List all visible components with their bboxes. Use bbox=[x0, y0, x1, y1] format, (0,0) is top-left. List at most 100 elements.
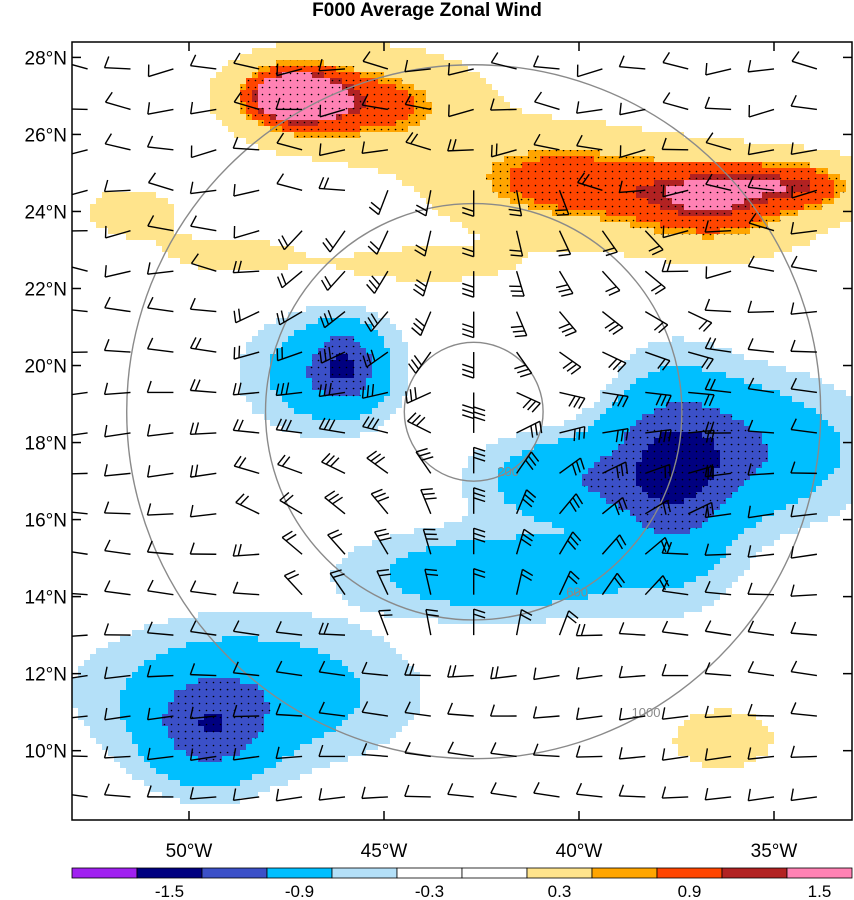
colorbar-label: 1.5 bbox=[808, 882, 832, 900]
wind-barb bbox=[704, 705, 732, 719]
colorbar-label: 0.9 bbox=[678, 882, 702, 900]
range-rings: 200 600 1000 bbox=[126, 64, 822, 760]
wind-barb bbox=[425, 608, 439, 636]
wind-barb bbox=[370, 488, 390, 515]
wind-barb bbox=[146, 540, 174, 555]
wind-barb bbox=[319, 104, 346, 118]
wind-barb bbox=[104, 91, 131, 111]
wind-barb bbox=[72, 432, 88, 436]
wind-barb bbox=[618, 55, 646, 70]
wind-barb bbox=[601, 496, 628, 516]
colorbar-swatch bbox=[396, 867, 463, 879]
wind-barb bbox=[279, 492, 303, 515]
wind-barb bbox=[103, 464, 131, 477]
wind-barb bbox=[189, 663, 217, 677]
wind-barb bbox=[147, 579, 174, 596]
wind-barb bbox=[232, 704, 260, 718]
wind-barb bbox=[473, 527, 486, 555]
wind-barb bbox=[146, 465, 174, 478]
y-tick-label: 14°N bbox=[25, 588, 67, 609]
wind-barb bbox=[747, 338, 775, 353]
wind-barb bbox=[533, 782, 560, 798]
y-tick-label: 16°N bbox=[25, 511, 67, 532]
wind-barb bbox=[790, 418, 817, 434]
wind-barb bbox=[747, 545, 775, 558]
wind-barb bbox=[367, 230, 389, 255]
wind-barb bbox=[361, 661, 388, 677]
wind-barb bbox=[575, 745, 603, 758]
wind-barb bbox=[147, 215, 174, 232]
wind-barb bbox=[619, 102, 646, 116]
wind-barb bbox=[146, 424, 174, 437]
wind-barb bbox=[747, 377, 775, 394]
wind-barb bbox=[233, 226, 260, 239]
y-tick-label: 18°N bbox=[25, 434, 67, 455]
wind-barb bbox=[232, 260, 260, 274]
wind-barb bbox=[103, 783, 131, 798]
wind-barb bbox=[189, 101, 217, 115]
wind-barb bbox=[283, 569, 303, 596]
wind-barb bbox=[447, 702, 474, 717]
colorbar-label: -0.3 bbox=[415, 882, 444, 900]
wind-barb bbox=[704, 464, 732, 478]
wind-barb bbox=[747, 747, 775, 760]
wind-barb bbox=[790, 142, 818, 156]
wind-barb bbox=[790, 94, 817, 111]
wind-barb bbox=[645, 351, 671, 371]
wind-barb bbox=[575, 101, 603, 114]
wind-barb bbox=[490, 143, 517, 158]
wind-barb bbox=[72, 472, 88, 475]
wind-barb bbox=[575, 707, 603, 721]
wind-barb bbox=[104, 265, 131, 278]
wind-barb bbox=[275, 746, 303, 760]
y-tick-label: 26°N bbox=[25, 125, 67, 146]
wind-barb bbox=[645, 463, 671, 479]
wind-barb bbox=[233, 184, 260, 197]
wind-barb bbox=[704, 580, 732, 596]
wind-barb bbox=[72, 634, 88, 637]
wind-barb bbox=[404, 59, 431, 73]
wind-barb bbox=[413, 270, 432, 297]
wind-barb bbox=[189, 748, 217, 762]
wind-barb bbox=[146, 135, 174, 151]
wind-barb bbox=[190, 215, 217, 232]
x-tick-label: 40°W bbox=[556, 841, 603, 862]
colorbar: -1.5 -0.9 -0.3 0.3 0.9 1.5 bbox=[71, 867, 853, 900]
wind-barb bbox=[147, 172, 174, 191]
wind-barb bbox=[747, 419, 775, 434]
wind-barb bbox=[790, 584, 817, 597]
wind-barb bbox=[189, 580, 217, 596]
wind-barb bbox=[704, 96, 732, 111]
wind-barb bbox=[103, 56, 131, 70]
wind-barb bbox=[554, 190, 570, 216]
wind-barb bbox=[404, 784, 431, 798]
wind-barb bbox=[447, 741, 474, 758]
wind-barb bbox=[555, 270, 574, 297]
wind-barb bbox=[422, 528, 439, 555]
stippling-layer bbox=[162, 60, 847, 763]
wind-barb bbox=[790, 222, 817, 235]
wind-barb bbox=[318, 417, 346, 434]
wind-barb bbox=[366, 450, 389, 474]
wind-barb bbox=[532, 743, 560, 758]
wind-barb bbox=[233, 91, 260, 111]
wind-barb bbox=[276, 347, 303, 362]
wind-barb bbox=[462, 190, 475, 217]
wind-barb bbox=[233, 308, 260, 324]
wind-barb bbox=[558, 570, 580, 595]
wind-barb bbox=[189, 54, 217, 70]
wind-barb bbox=[447, 665, 474, 678]
wind-barb bbox=[232, 543, 260, 557]
wind-barb bbox=[704, 337, 732, 353]
wind-barb bbox=[361, 743, 388, 758]
wind-barb bbox=[662, 184, 689, 198]
wind-barb bbox=[447, 63, 474, 76]
wind-barb bbox=[147, 64, 174, 78]
colorbar-swatch bbox=[461, 867, 528, 879]
wind-barb bbox=[516, 420, 543, 438]
wind-barb bbox=[515, 608, 533, 636]
wind-barb bbox=[376, 568, 392, 595]
wind-barb bbox=[533, 133, 560, 151]
wind-barb bbox=[601, 534, 627, 555]
wind-barb bbox=[405, 132, 432, 151]
